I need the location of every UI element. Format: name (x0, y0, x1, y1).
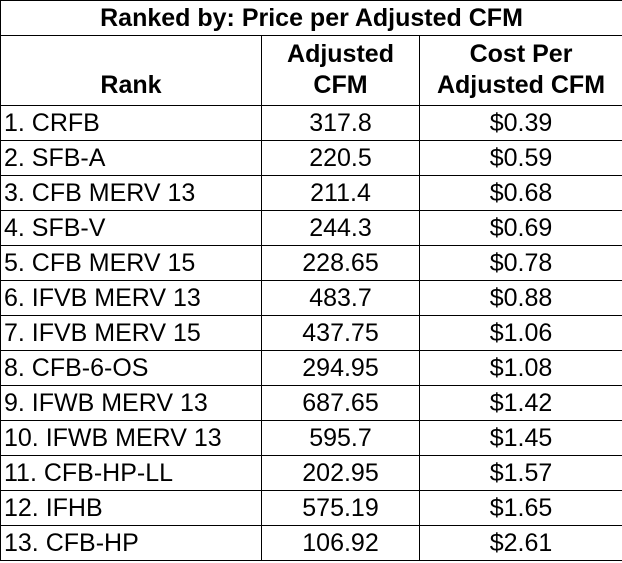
table-row: 8. CFB-6-OS 294.95 $1.08 (0, 350, 622, 386)
adjusted-cfm-cell: 211.4 (261, 175, 420, 211)
cost-per-cfm-cell: $1.57 (418, 455, 622, 491)
header-cost-line1: Cost Per (469, 40, 573, 68)
header-adjusted-cfm-line1: Adjusted (287, 40, 394, 68)
cost-per-cfm-cell: $1.06 (418, 315, 622, 351)
rank-cell: 13. CFB-HP (0, 525, 262, 561)
header-adjusted-cfm-line2: CFM (313, 71, 368, 99)
cost-per-cfm-cell: $0.39 (418, 105, 622, 141)
cost-per-cfm-cell: $0.69 (418, 210, 622, 246)
table-row: 1. CRFB 317.8 $0.39 (0, 105, 622, 141)
title-row: Ranked by: Price per Adjusted CFM (0, 0, 622, 36)
header-rank: Rank (0, 35, 262, 106)
cost-per-cfm-cell: $0.59 (418, 140, 622, 176)
adjusted-cfm-cell: 483.7 (261, 280, 420, 316)
adjusted-cfm-cell: 220.5 (261, 140, 420, 176)
table-row: 12. IFHB 575.19 $1.65 (0, 490, 622, 526)
adjusted-cfm-cell: 595.7 (261, 420, 420, 456)
cost-per-cfm-cell: $0.78 (418, 245, 622, 281)
adjusted-cfm-cell: 294.95 (261, 350, 420, 386)
adjusted-cfm-cell: 317.8 (261, 105, 420, 141)
table-row: 10. IFWB MERV 13 595.7 $1.45 (0, 420, 622, 456)
table-row: 2. SFB-A 220.5 $0.59 (0, 140, 622, 176)
table-row: 7. IFVB MERV 15 437.75 $1.06 (0, 315, 622, 351)
rank-cell: 4. SFB-V (0, 210, 262, 246)
rank-cell: 9. IFWB MERV 13 (0, 385, 262, 421)
adjusted-cfm-cell: 202.95 (261, 455, 420, 491)
rank-cell: 1. CRFB (0, 105, 262, 141)
adjusted-cfm-cell: 106.92 (261, 525, 420, 561)
adjusted-cfm-cell: 437.75 (261, 315, 420, 351)
table-row: 4. SFB-V 244.3 $0.69 (0, 210, 622, 246)
rank-cell: 6. IFVB MERV 13 (0, 280, 262, 316)
table-row: 5. CFB MERV 15 228.65 $0.78 (0, 245, 622, 281)
rank-cell: 3. CFB MERV 13 (0, 175, 262, 211)
rank-cell: 11. CFB-HP-LL (0, 455, 262, 491)
rank-cell: 2. SFB-A (0, 140, 262, 176)
rank-cell: 5. CFB MERV 15 (0, 245, 262, 281)
adjusted-cfm-cell: 575.19 (261, 490, 420, 526)
cost-per-cfm-cell: $0.68 (418, 175, 622, 211)
header-cost-per-adjusted-cfm: Cost Per Adjusted CFM (418, 35, 622, 106)
adjusted-cfm-cell: 244.3 (261, 210, 420, 246)
table-title: Ranked by: Price per Adjusted CFM (0, 0, 622, 36)
header-row: Rank Adjusted CFM Cost Per Adjusted CFM (0, 35, 622, 106)
table-row: 6. IFVB MERV 13 483.7 $0.88 (0, 280, 622, 316)
cost-per-cfm-cell: $1.08 (418, 350, 622, 386)
table-row: 9. IFWB MERV 13 687.65 $1.42 (0, 385, 622, 421)
header-adjusted-cfm: Adjusted CFM (261, 35, 420, 106)
cost-per-cfm-cell: $2.61 (418, 525, 622, 561)
cost-per-cfm-cell: $1.65 (418, 490, 622, 526)
cost-per-cfm-cell: $1.42 (418, 385, 622, 421)
rank-cell: 8. CFB-6-OS (0, 350, 262, 386)
rank-cell: 10. IFWB MERV 13 (0, 420, 262, 456)
header-cost-line2: Adjusted CFM (436, 71, 606, 99)
adjusted-cfm-cell: 687.65 (261, 385, 420, 421)
cost-per-cfm-cell: $0.88 (418, 280, 622, 316)
table-row: 11. CFB-HP-LL 202.95 $1.57 (0, 455, 622, 491)
rank-cell: 7. IFVB MERV 15 (0, 315, 262, 351)
cost-per-cfm-cell: $1.45 (418, 420, 622, 456)
header-rank-label: Rank (100, 71, 162, 99)
table-row: 13. CFB-HP 106.92 $2.61 (0, 525, 622, 561)
rank-cell: 12. IFHB (0, 490, 262, 526)
table-row: 3. CFB MERV 13 211.4 $0.68 (0, 175, 622, 211)
adjusted-cfm-cell: 228.65 (261, 245, 420, 281)
